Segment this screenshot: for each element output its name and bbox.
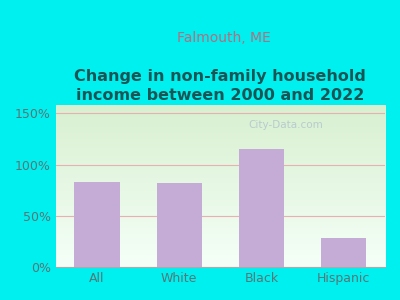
- Bar: [321, 238, 366, 267]
- Text: City-Data.com: City-Data.com: [249, 120, 324, 130]
- Title: Change in non-family household
income between 2000 and 2022: Change in non-family household income be…: [74, 69, 366, 103]
- Bar: [239, 149, 284, 267]
- Bar: [156, 183, 202, 267]
- Text: Falmouth, ME: Falmouth, ME: [177, 32, 271, 46]
- Bar: [74, 182, 120, 267]
